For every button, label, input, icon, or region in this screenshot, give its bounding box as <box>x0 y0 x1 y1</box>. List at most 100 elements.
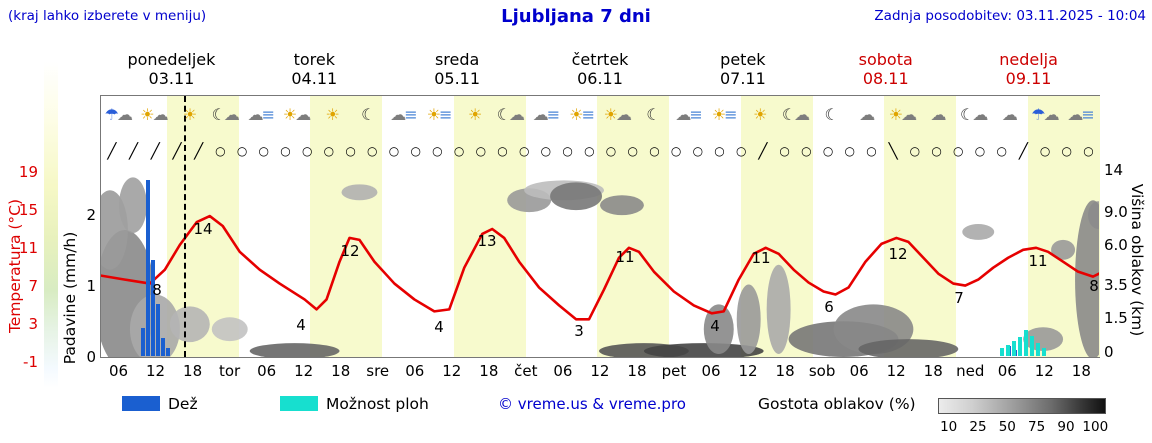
time-tick-label: čet <box>514 362 538 380</box>
temperature-value-label: 12 <box>888 245 908 263</box>
shower-probability-bar <box>1006 345 1010 356</box>
temperature-value-label: 11 <box>615 248 635 266</box>
day-header: nedelja 09.11 <box>957 50 1100 88</box>
circle-symbol: ○ <box>410 144 421 158</box>
weather-icon: ☀ <box>315 98 351 132</box>
weather-icon: ☀☁ <box>137 98 173 132</box>
time-tick-label: 12 <box>146 362 166 380</box>
day-name: nedelja <box>999 50 1058 69</box>
weather-glyph: ☁ <box>930 105 947 124</box>
cloud-blob <box>643 343 764 357</box>
weather-icon: ☀ <box>172 98 208 132</box>
shower-probability-bar <box>1036 343 1040 356</box>
day-header: četrtek 06.11 <box>529 50 672 88</box>
day-header: sreda 05.11 <box>386 50 529 88</box>
precipitation-tick-label: 2 <box>86 206 96 224</box>
page-title: Ljubljana 7 dni <box>501 6 651 27</box>
cloud-height-tick-label: 0 <box>1104 343 1114 361</box>
time-tick-label: 12 <box>294 362 314 380</box>
wind-barb-icon: ╱ <box>758 142 768 160</box>
cloud-density-layer <box>101 177 1099 357</box>
circle-symbol: ○ <box>822 144 834 158</box>
circle-symbol: ○ <box>844 144 855 158</box>
weather-glyph: ☂ <box>1031 105 1046 124</box>
temperature-value-label: 6 <box>824 298 834 316</box>
weather-glyph: ☁ <box>972 105 989 124</box>
circle-symbol: ○ <box>909 144 921 158</box>
precipitation-axis-label: Padavine (mm/h) <box>61 231 79 365</box>
cloud-blob <box>118 177 147 233</box>
time-tick-label: 06 <box>997 362 1017 380</box>
day-header: torek 04.11 <box>243 50 386 88</box>
temperature-tick-label: 15 <box>18 201 38 219</box>
time-tick-label: 18 <box>775 362 795 380</box>
circle-symbol: ○ <box>953 144 964 158</box>
cloud-blob <box>962 224 995 240</box>
time-tick-label: tor <box>218 362 241 380</box>
day-name: sreda <box>434 50 480 69</box>
weather-glyph: ☀ <box>888 105 904 124</box>
time-tick-label: 18 <box>923 362 943 380</box>
weather-icon: ☾ <box>350 98 386 132</box>
weather-glyph: ☀ <box>603 105 618 124</box>
weather-glyph: ≡ <box>439 105 453 124</box>
time-tick-label: 12 <box>590 362 610 380</box>
shower-probability-bar <box>1024 330 1028 356</box>
cloud-density-scale-tick: 50 <box>998 419 1016 435</box>
shower-probability-bar <box>1000 348 1004 356</box>
time-tick-label: 12 <box>886 362 906 380</box>
weather-glyph: ☀ <box>753 105 768 124</box>
daylight-band <box>453 96 526 357</box>
temperature-value-label: 4 <box>710 317 720 335</box>
time-tick-label: 18 <box>183 362 203 380</box>
weather-glyph: ☾ <box>361 105 376 124</box>
weather-glyph: ≡ <box>581 105 596 124</box>
circle-symbol: ○ <box>280 144 291 158</box>
weather-icon: ☀≡ <box>707 98 743 132</box>
weather-glyph: ☀ <box>282 105 298 124</box>
wind-symbol-row: ╱ ╱ ╱ ╱ ╱ ○ ○ ○ ○ ○ ○ ○ ○ ○ ○ ○ ○ ○ ○ ○ ○ ○ ○ ○ ○ ○ ○ ○ ○ ○ ╱ ○ ○ ○ ○ ○ ╲ ○ ○ ○… <box>101 142 1099 160</box>
circle-symbol: ○ <box>1083 144 1094 158</box>
day-date: 03.11 <box>148 69 195 88</box>
weather-glyph: ☁ <box>794 105 811 124</box>
weather-glyph: ≡ <box>724 105 738 124</box>
showers-legend-swatch <box>280 396 318 411</box>
cloud-density-scale-tick: 90 <box>1057 419 1075 435</box>
shower-probability-bar <box>1042 348 1046 356</box>
weather-glyph: ☁ <box>532 105 549 124</box>
temperature-tick-label: 11 <box>18 239 38 257</box>
time-tick-label: 06 <box>849 362 869 380</box>
weather-glyph: ☁ <box>223 105 240 124</box>
weather-icon: ☁≡ <box>244 98 280 132</box>
rain-bar <box>146 180 150 356</box>
time-tick-label: 18 <box>627 362 647 380</box>
cloud-height-tick-label: 1.5 <box>1104 309 1128 327</box>
weather-glyph: ☁ <box>675 105 692 124</box>
wind-barb-icon: ╱ <box>107 142 117 160</box>
circle-symbol: ○ <box>931 144 942 158</box>
time-tick-label: 06 <box>553 362 573 380</box>
weather-icon: ☾ <box>636 98 672 132</box>
day-header-row: ponedeljek 03.11 torek 04.11 sreda 05.11 četrt… <box>100 50 1100 88</box>
weather-glyph: ☀ <box>325 105 340 124</box>
weather-icon: ☾☁ <box>493 98 529 132</box>
time-tick-label: 12 <box>442 362 462 380</box>
temperature-value-label: 12 <box>340 242 360 260</box>
circle-symbol: ○ <box>345 144 356 158</box>
weather-icon: ☀ <box>743 98 779 132</box>
cloud-blob <box>736 284 761 355</box>
weather-glyph: ☁ <box>152 105 169 124</box>
weather-glyph: ≡ <box>689 105 703 124</box>
rain-bar <box>166 348 170 356</box>
weather-icon: ☁≡ <box>529 98 565 132</box>
weather-glyph: ☁ <box>116 105 133 124</box>
weather-icon: ☀☁ <box>600 98 636 132</box>
cloud-height-tick-label: 14 <box>1104 161 1124 179</box>
credit-link[interactable]: © vreme.us & vreme.pro <box>498 395 686 413</box>
cloud-blob <box>600 195 644 216</box>
weather-glyph: ☾ <box>960 105 975 124</box>
meteogram-plot-area: ☂☁ ☀☁ ☀ ☾☁ ☁≡ ☀☁ ☀ ☾ ☁≡ ☀≡ ☀ ☾☁ ☁≡ ☀≡ ☀☁ ☾ ☁≡ ☀≡ ☀ ☾☁ ☾ ☁ ☀☁ ☁ ☾… <box>100 95 1100 358</box>
showers-legend-label: Možnost ploh <box>326 395 429 413</box>
temperature-value-label: 8 <box>1089 277 1099 295</box>
